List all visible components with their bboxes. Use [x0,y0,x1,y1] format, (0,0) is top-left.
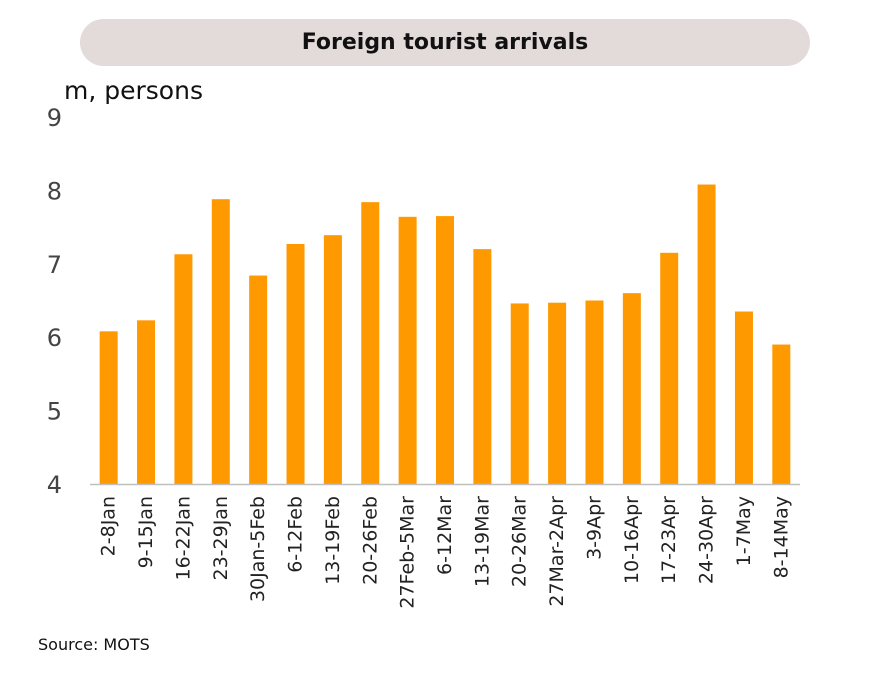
x-tick-label: 27Mar-2Apr [546,496,568,607]
bar-10-16Apr [622,293,641,484]
bar-20-26Mar [510,303,529,484]
bar-2-8Jan [99,331,118,484]
x-tick-label: 10-16Apr [621,496,643,584]
bar-3-9Apr [585,300,604,484]
bar-6-12Feb [286,243,305,484]
bar-13-19Feb [323,235,342,484]
bar-30Jan-5Feb [249,275,268,484]
bar-6-12Mar [436,216,454,484]
bar-27Feb-5Mar [398,216,417,484]
bar-17-23Apr [660,252,679,484]
y-tick-label: 5 [47,398,62,426]
x-tick-label: 17-23Apr [658,496,680,584]
x-tick-label: 6-12Feb [285,496,307,573]
chart-title-banner: Foreign tourist arrivals [80,19,810,66]
x-tick-label: 3-9Apr [583,496,605,560]
bars-group [99,184,791,485]
x-tick-label: 1-7May [733,496,755,566]
x-tick-label: 24-30Apr [696,496,718,584]
x-axis-labels: 2-8Jan 9-15Jan 16-22Jan 23-29Jan 30Jan-5Feb 6… [98,496,793,609]
bar-23-29Jan [211,199,230,484]
x-tick-label: 20-26Mar [509,496,531,587]
y-tick-label: 6 [47,324,62,352]
bar-20-26Feb [361,202,380,485]
bar-24-30Apr [697,184,716,484]
y-tick-label: 9 [47,104,62,132]
y-axis-ticks: 4 5 6 7 8 9 [47,104,62,499]
x-tick-label: 13-19Feb [322,496,344,585]
x-tick-label: 13-19Mar [471,496,493,587]
x-tick-label: 30Jan-5Feb [247,496,269,602]
bar-27Mar-2Apr [548,302,567,484]
chart-title: Foreign tourist arrivals [301,30,589,55]
x-tick-label: 9-15Jan [135,496,157,568]
x-tick-label: 16-22Jan [172,496,194,581]
bar-1-7May [734,311,753,484]
y-tick-label: 8 [47,177,62,205]
x-tick-label: 6-12Mar [434,496,456,575]
bar-9-15Jan [137,320,156,484]
x-tick-label: 27Feb-5Mar [397,496,419,609]
x-tick-label: 2-8Jan [98,496,120,556]
bar-8-14May [772,344,791,484]
x-tick-label: 23-29Jan [210,496,232,581]
x-tick-label: 20-26Feb [359,496,381,585]
y-axis-unit-label: m, persons [64,76,203,105]
bar-13-19Mar [473,249,492,484]
x-tick-label: 8-14May [770,496,792,578]
y-tick-label: 7 [47,251,62,279]
y-tick-label: 4 [47,471,62,499]
source-note: Source: MOTS [38,635,150,654]
bar-16-22Jan [174,254,193,484]
